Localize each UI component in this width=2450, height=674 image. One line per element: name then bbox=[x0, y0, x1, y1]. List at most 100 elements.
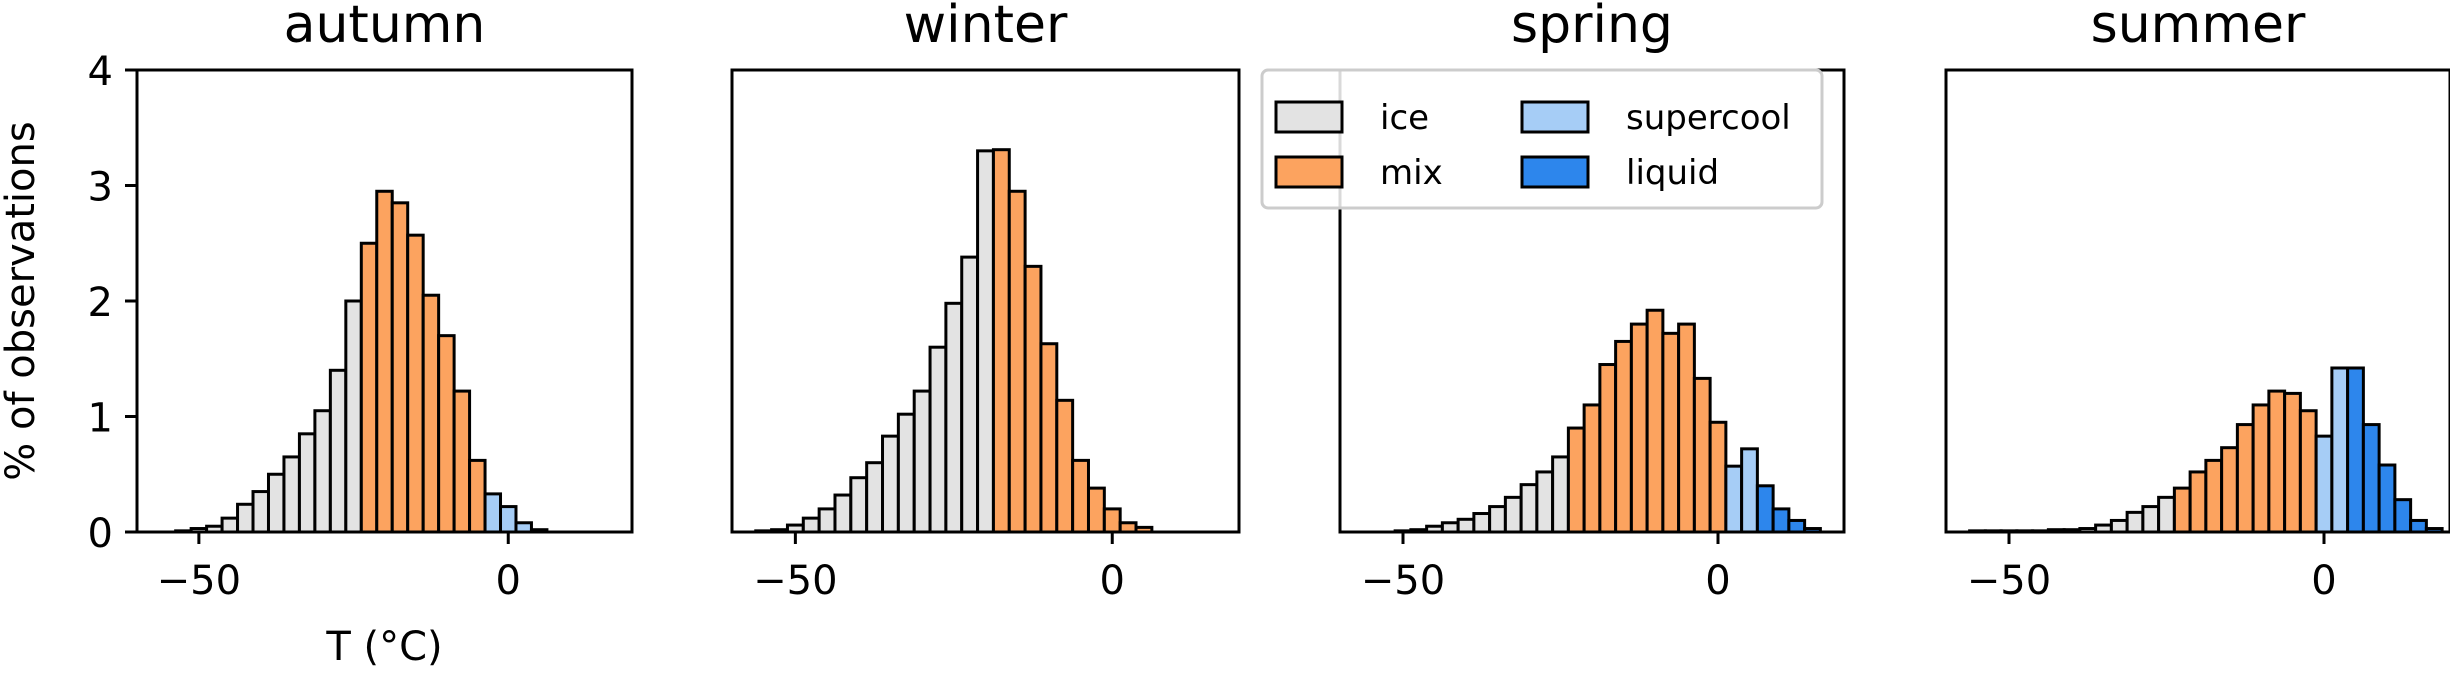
bar-ice bbox=[1519, 483, 1539, 534]
bar-mix bbox=[1055, 398, 1075, 534]
bar-mix bbox=[452, 389, 472, 534]
x-tick-label: 0 bbox=[1100, 558, 1125, 604]
bar-mix bbox=[1023, 264, 1043, 534]
bar-ice bbox=[801, 516, 821, 534]
bar-mix bbox=[1677, 322, 1696, 534]
bar-ice bbox=[251, 490, 270, 534]
panel-title: spring bbox=[1511, 0, 1673, 55]
bar-mix bbox=[437, 334, 456, 534]
bar-ice bbox=[2109, 518, 2129, 534]
bar-ice bbox=[1551, 455, 1570, 534]
legend-label-supercool: supercool bbox=[1626, 98, 1791, 138]
bar-mix bbox=[421, 293, 441, 534]
legend-swatch-supercool bbox=[1520, 100, 1590, 134]
legend-swatch-mix bbox=[1274, 155, 1344, 189]
bar-ice bbox=[912, 389, 932, 534]
bar-ice bbox=[1535, 470, 1555, 534]
bar-mix bbox=[1102, 507, 1122, 534]
bar-mix bbox=[406, 233, 425, 534]
panel-autumn: autumn −50 0 0 1 2 3 4 T (°C) % of observations bbox=[0, 0, 634, 670]
bar-mix bbox=[375, 189, 394, 534]
legend: ice supercool mix liquid bbox=[1260, 68, 1824, 210]
bar-mix bbox=[1007, 189, 1027, 534]
y-tick-label: 4 bbox=[88, 49, 113, 95]
x-tick-label: 0 bbox=[496, 558, 521, 604]
bar-liquid bbox=[1787, 518, 1807, 534]
bar-ice bbox=[266, 472, 286, 534]
bar-mix bbox=[1598, 363, 1618, 534]
bar-ice bbox=[976, 149, 995, 534]
panel-title: winter bbox=[904, 0, 1068, 55]
panel-summer: summer −50 0 bbox=[1944, 0, 2450, 604]
bar-mix bbox=[1614, 339, 1633, 534]
y-tick-label: 2 bbox=[88, 280, 113, 326]
bar-ice bbox=[220, 516, 240, 534]
x-tick-label: −50 bbox=[1361, 558, 1445, 604]
bar-ice bbox=[1503, 495, 1523, 534]
bar-mix bbox=[468, 458, 487, 534]
bar-ice bbox=[896, 412, 916, 534]
bar-mix bbox=[1645, 308, 1665, 534]
bar-ice bbox=[881, 434, 900, 534]
x-tick-label: 0 bbox=[2311, 558, 2336, 604]
bar-supercool bbox=[1740, 447, 1759, 534]
bar-ice bbox=[236, 502, 255, 534]
bar-ice bbox=[817, 507, 837, 534]
bar-ice bbox=[297, 432, 317, 534]
bar-mix bbox=[1582, 403, 1602, 534]
bar-ice bbox=[960, 255, 980, 534]
bar-supercool bbox=[483, 492, 503, 534]
bar-ice bbox=[313, 409, 332, 534]
bar-liquid bbox=[2346, 366, 2365, 534]
histogram-bars bbox=[754, 148, 1154, 534]
bar-ice bbox=[282, 455, 301, 534]
bar-ice bbox=[2125, 510, 2145, 534]
bar-supercool bbox=[2330, 366, 2350, 534]
bar-ice bbox=[2157, 495, 2176, 534]
bar-mix bbox=[1692, 376, 1712, 534]
x-tick-label: 0 bbox=[1705, 558, 1730, 604]
bar-liquid bbox=[1771, 507, 1791, 534]
y-tick-label: 1 bbox=[88, 396, 113, 442]
bar-mix bbox=[1629, 322, 1649, 534]
bar-ice bbox=[865, 461, 885, 534]
bar-mix bbox=[1661, 331, 1681, 534]
panel-title: summer bbox=[2091, 0, 2306, 55]
bar-liquid bbox=[2377, 463, 2397, 534]
legend-swatch-liquid bbox=[1520, 155, 1590, 189]
bar-mix bbox=[1086, 486, 1106, 534]
bar-mix bbox=[1039, 342, 1059, 534]
bar-ice bbox=[849, 476, 869, 534]
bar-ice bbox=[328, 368, 348, 534]
y-axis-label: % of observations bbox=[0, 121, 44, 480]
bar-supercool bbox=[499, 505, 518, 534]
bar-mix bbox=[359, 241, 379, 534]
bar-mix bbox=[2298, 409, 2318, 534]
bar-mix bbox=[1071, 458, 1090, 534]
y-tick-label: 3 bbox=[88, 165, 113, 211]
bar-liquid bbox=[1755, 484, 1775, 534]
bar-mix bbox=[2251, 403, 2271, 534]
bar-ice bbox=[944, 301, 964, 534]
bar-mix bbox=[1566, 426, 1586, 534]
bar-mix bbox=[2220, 446, 2239, 534]
bar-ice bbox=[344, 299, 363, 534]
axes-frame bbox=[1944, 68, 2450, 534]
bar-mix bbox=[2172, 486, 2192, 534]
x-tick-label: −50 bbox=[1967, 558, 2051, 604]
bar-mix bbox=[390, 201, 410, 534]
legend-label-ice: ice bbox=[1380, 98, 1429, 138]
y-tick-label: 0 bbox=[88, 511, 113, 557]
bar-ice bbox=[1488, 505, 1507, 534]
panel-winter: winter −50 0 bbox=[730, 0, 1241, 604]
bar-mix bbox=[1708, 420, 1728, 534]
bar-ice bbox=[928, 345, 948, 534]
bar-mix bbox=[2235, 423, 2255, 534]
bar-ice bbox=[2141, 505, 2161, 534]
bar-mix bbox=[2188, 470, 2208, 534]
panel-spring: spring −50 0 bbox=[1338, 0, 1846, 604]
bar-supercool bbox=[1724, 464, 1744, 534]
bar-ice bbox=[833, 493, 853, 534]
bar-liquid bbox=[2409, 518, 2428, 534]
